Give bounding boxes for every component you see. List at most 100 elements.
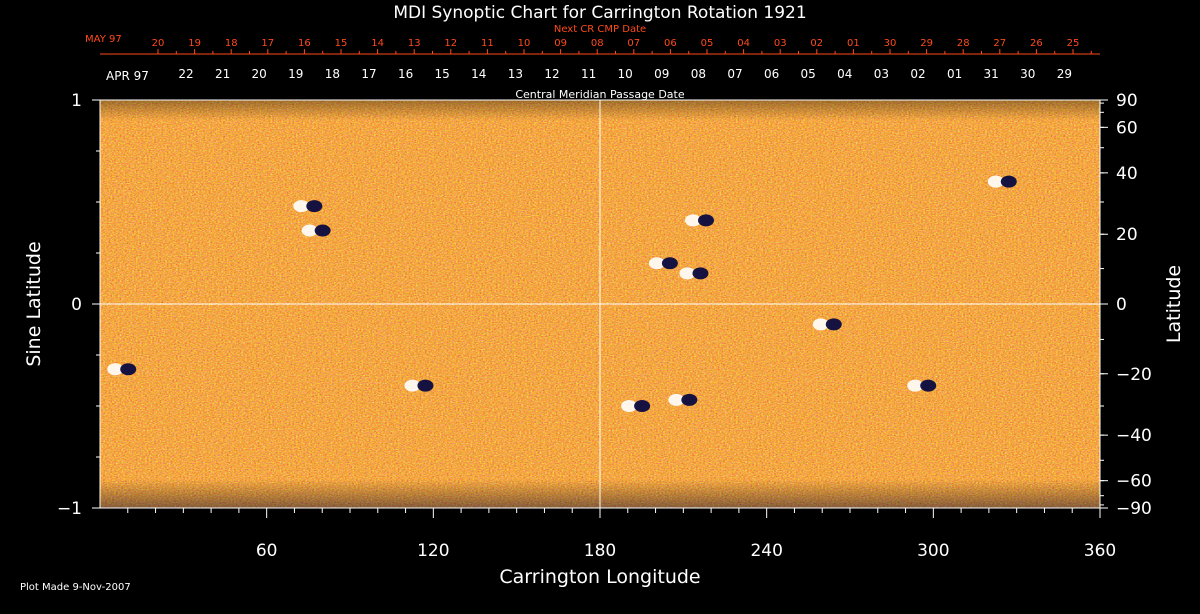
cmp-date-label: 29	[1057, 67, 1072, 81]
bottom-tick-label: 240	[750, 541, 782, 561]
right-tick-label: −20	[1116, 365, 1152, 385]
negative-polarity-spot	[692, 267, 709, 280]
right-tick-label: 90	[1116, 91, 1138, 111]
right-tick-label: 20	[1116, 225, 1138, 245]
next-cmp-date-label: 04	[737, 38, 750, 49]
cmp-label: Central Meridian Passage Date	[515, 88, 684, 101]
next-cmp-date-label: 02	[810, 38, 823, 49]
negative-polarity-spot	[920, 379, 937, 392]
cmp-date-label: 13	[508, 67, 523, 81]
cmp-date-label: 17	[361, 67, 376, 81]
next-cmp-date-label: 27	[993, 38, 1006, 49]
x-axis-label: Carrington Longitude	[499, 566, 700, 588]
negative-polarity-spot	[825, 318, 842, 331]
negative-polarity-spot	[120, 363, 137, 376]
next-cmp-date-label: 26	[1030, 38, 1043, 49]
positive-polarity-spot	[907, 379, 924, 392]
next-cmp-start: MAY 97	[85, 34, 122, 45]
cmp-date-label: 21	[215, 67, 230, 81]
cmp-date-label: 11	[581, 67, 596, 81]
y-axis-right-label: Latitude	[1163, 265, 1185, 343]
cmp-date-label: 16	[398, 67, 413, 81]
cmp-date-label: 31	[984, 67, 999, 81]
positive-polarity-spot	[301, 224, 318, 237]
cmp-date-label: 22	[178, 67, 193, 81]
plot-made-footer: Plot Made 9-Nov-2007	[20, 582, 131, 593]
right-tick-label: −60	[1116, 472, 1152, 492]
negative-polarity-spot	[1000, 175, 1017, 188]
right-tick-label: −90	[1116, 499, 1152, 519]
active-regions	[107, 175, 1017, 412]
cmp-date-label: 15	[435, 67, 450, 81]
right-tick-label: 40	[1116, 164, 1138, 184]
cmp-date-label: 06	[764, 67, 779, 81]
right-tick-label: 60	[1116, 118, 1138, 138]
negative-polarity-spot	[698, 214, 714, 227]
bottom-tick-label: 60	[256, 541, 278, 561]
next-cmp-label: Next CR CMP Date	[554, 24, 646, 35]
cmp-dates: 22 21 20 19 18 17 16 15 14 13 12 11 10 09 08 07 06 05 04 03…	[178, 67, 1072, 81]
next-cmp-date-label: 03	[774, 38, 787, 49]
left-tick-label: 0	[71, 295, 82, 315]
right-tick-label: 0	[1116, 295, 1127, 315]
left-tick-label: 1	[71, 91, 82, 111]
next-cmp-date-label: 07	[627, 38, 640, 49]
next-cmp-date-label: 18	[225, 38, 238, 49]
cmp-date-label: 07	[727, 67, 742, 81]
cmp-date-label: 10	[618, 67, 633, 81]
negative-polarity-spot	[661, 257, 678, 270]
next-cmp-date-label: 28	[957, 38, 970, 49]
next-cmp-date-label: 11	[481, 38, 494, 49]
negative-polarity-spot	[417, 379, 434, 392]
next-cmp-date-label: 16	[298, 38, 311, 49]
positive-polarity-spot	[107, 363, 124, 376]
positive-polarity-spot	[685, 214, 701, 227]
cmp-start: APR 97	[106, 69, 149, 83]
cmp-date-label: 30	[1020, 67, 1035, 81]
cmp-date-label: 19	[288, 67, 303, 81]
positive-polarity-spot	[293, 200, 310, 213]
bottom-tick-label: 120	[417, 541, 449, 561]
next-cmp-date-label: 14	[371, 38, 384, 49]
chart-title: MDI Synoptic Chart for Carrington Rotati…	[393, 3, 806, 23]
next-cmp-date-label: 01	[847, 38, 860, 49]
next-cmp-date-label: 15	[335, 38, 348, 49]
next-cmp-date-label: 08	[591, 38, 604, 49]
next-cmp-date-label: 17	[261, 38, 274, 49]
cmp-date-label: 08	[691, 67, 706, 81]
negative-polarity-spot	[681, 393, 698, 406]
next-cmp-date-label: 29	[920, 38, 933, 49]
positive-polarity-spot	[668, 393, 685, 406]
left-axis-ticks: 1 0 −1	[57, 91, 100, 519]
cmp-date-label: 03	[874, 67, 889, 81]
negative-polarity-spot	[306, 200, 323, 213]
bottom-tick-label: 300	[917, 541, 949, 561]
right-tick-label: −40	[1116, 426, 1152, 446]
next-cmp-date-label: 05	[701, 38, 714, 49]
cmp-date-label: 12	[544, 67, 559, 81]
y-axis-left-label: Sine Latitude	[23, 241, 45, 366]
positive-polarity-spot	[987, 175, 1004, 188]
cmp-date-label: 14	[471, 67, 486, 81]
next-cmp-date-label: 19	[188, 38, 201, 49]
bottom-axis-ticks: 60 120 180 240 300 360	[127, 508, 1116, 561]
positive-polarity-spot	[679, 267, 696, 280]
cmp-date-label: 05	[801, 67, 816, 81]
next-cmp-date-label: 30	[884, 38, 897, 49]
cmp-date-label: 18	[325, 67, 340, 81]
cmp-date-label: 02	[910, 67, 925, 81]
cmp-date-label: 20	[252, 67, 267, 81]
next-cmp-date-label: 20	[152, 38, 165, 49]
cmp-date-label: 09	[654, 67, 669, 81]
next-cmp-dates: 20 19 18 17 16 15 14 13 12 11 10 09 08 07 06 05 04 03 02 01…	[152, 38, 1092, 54]
next-cmp-date-label: 25	[1067, 38, 1080, 49]
positive-polarity-spot	[404, 379, 421, 392]
cmp-date-label: 04	[837, 67, 852, 81]
right-axis-ticks: 90 60 40 20 0 −20 −40 −60 −90	[1100, 91, 1152, 519]
bottom-tick-label: 180	[584, 541, 616, 561]
positive-polarity-spot	[648, 257, 665, 270]
next-cmp-date-label: 10	[518, 38, 531, 49]
next-cmp-date-label: 12	[444, 38, 457, 49]
negative-polarity-spot	[314, 224, 331, 237]
bottom-tick-label: 360	[1084, 541, 1116, 561]
